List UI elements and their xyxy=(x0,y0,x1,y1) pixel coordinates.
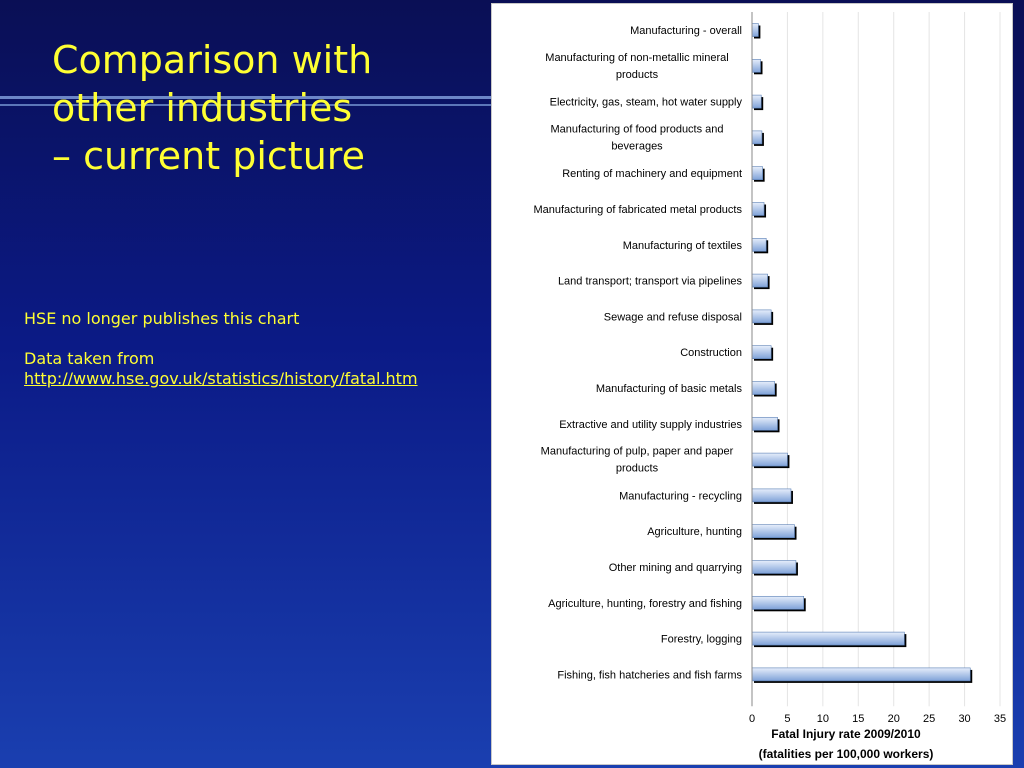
category-label: Manufacturing of fabricated metal produc… xyxy=(533,204,742,216)
slide-title-line-3: – current picture xyxy=(52,134,365,178)
bar xyxy=(751,560,797,574)
source-note-line: HSE no longer publishes this chart xyxy=(24,309,300,328)
bar xyxy=(751,524,795,539)
source-note: HSE no longer publishes this chart Data … xyxy=(24,309,418,389)
bar xyxy=(751,309,772,324)
category-label: Manufacturing - recycling xyxy=(619,490,742,502)
bar xyxy=(751,416,778,431)
category-label: Manufacturing of textiles xyxy=(623,240,743,252)
bar xyxy=(751,631,905,646)
x-tick-label: 15 xyxy=(852,713,864,725)
bar xyxy=(751,381,775,395)
x-tick-label: 30 xyxy=(958,713,970,725)
x-tick-label: 20 xyxy=(888,713,900,725)
bar xyxy=(751,273,768,288)
bar-chart: Manufacturing - overall Manufacturing of … xyxy=(533,12,1006,761)
chart-panel: Manufacturing - overall Manufacturing of … xyxy=(492,4,1012,764)
category-label: Other mining and quarrying xyxy=(609,562,742,574)
title-rule-lower xyxy=(0,104,492,106)
bar xyxy=(751,202,765,216)
slide-title-line-1: Comparison with xyxy=(52,38,373,82)
bar xyxy=(751,94,762,109)
bar xyxy=(751,58,761,73)
category-label: Extractive and utility supply industries xyxy=(559,419,742,431)
bar xyxy=(751,238,767,252)
bar xyxy=(751,452,788,467)
category-label: Electricity, gas, steam, hot water suppl… xyxy=(550,97,743,109)
title-rule-upper xyxy=(0,96,492,99)
bar xyxy=(751,595,805,610)
slide-title-line-2: other industries xyxy=(52,86,353,130)
category-label: Forestry, logging xyxy=(661,634,742,646)
category-label: Agriculture, hunting xyxy=(647,526,742,538)
bar xyxy=(751,488,792,503)
source-note-prefix: Data taken from xyxy=(24,349,155,368)
category-label: Land transport; transport via pipelines xyxy=(558,276,743,288)
bar xyxy=(751,23,759,37)
category-label: Manufacturing of non-metallic mineral pro… xyxy=(545,52,728,81)
x-axis-label-line-2: (fatalities per 100,000 workers) xyxy=(759,747,934,761)
category-label: Manufacturing of pulp, paper and paper pr… xyxy=(541,446,734,475)
category-label: Fishing, fish hatcheries and fish farms xyxy=(557,669,742,681)
category-label: Sewage and refuse disposal xyxy=(604,311,742,323)
category-label: Manufacturing of basic metals xyxy=(596,383,743,395)
bar xyxy=(751,130,763,145)
source-link[interactable]: http://www.hse.gov.uk/statistics/history… xyxy=(24,369,418,388)
category-label: Manufacturing of food products and bevera… xyxy=(550,123,723,152)
category-label: Renting of machinery and equipment xyxy=(562,168,742,180)
x-tick-label: 5 xyxy=(784,713,790,725)
x-axis-label-line-1: Fatal Injury rate 2009/2010 xyxy=(771,727,921,741)
x-tick-label: 25 xyxy=(923,713,935,725)
bar xyxy=(751,166,763,180)
category-label: Manufacturing - overall xyxy=(630,25,742,37)
x-tick-label: 10 xyxy=(817,713,829,725)
x-tick-label: 35 xyxy=(994,713,1006,725)
category-label: Agriculture, hunting, forestry and fishi… xyxy=(548,598,742,610)
slide-title: Comparison with other industries – curre… xyxy=(52,36,472,180)
category-label: Construction xyxy=(680,347,742,359)
bar xyxy=(751,667,971,682)
bar xyxy=(751,345,772,360)
x-tick-label: 0 xyxy=(749,713,755,725)
